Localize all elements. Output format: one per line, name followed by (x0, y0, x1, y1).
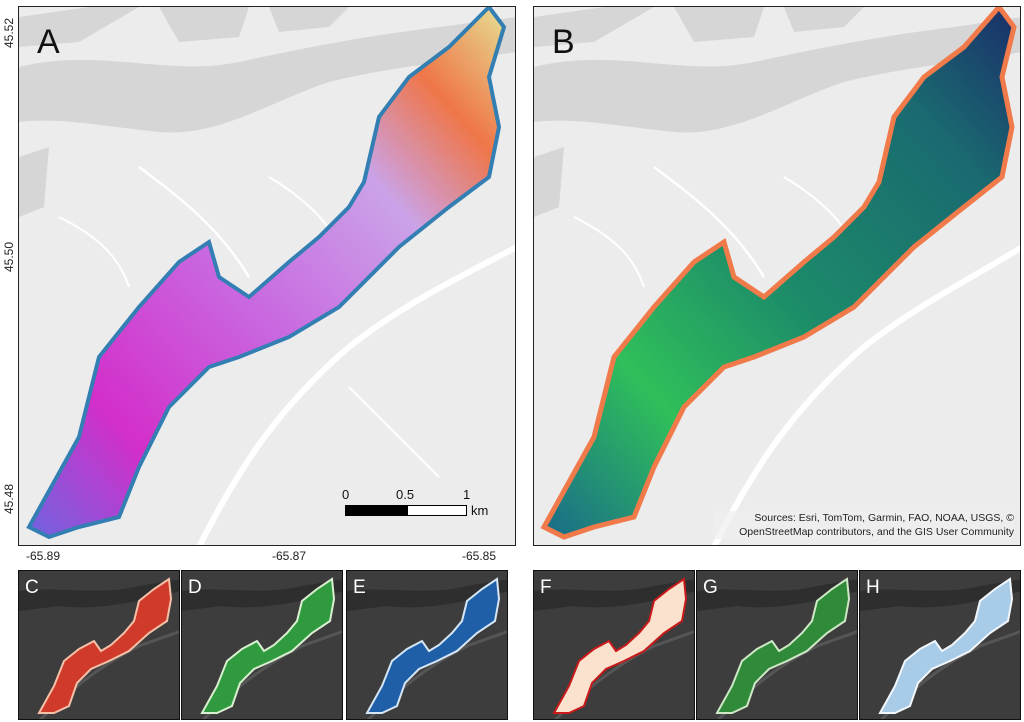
thumbnail-panel-g: G (696, 570, 858, 720)
thumbnail-label-e: E (353, 577, 366, 598)
thumbnail-map-f (534, 577, 694, 719)
thumbnail-map-h (860, 577, 1020, 719)
panel-a-basemap (19, 7, 515, 545)
thumbnail-panel-d: D (181, 570, 343, 720)
panel-b-label: B (552, 23, 575, 61)
thumbnail-label-h: H (866, 577, 880, 598)
scale-bar-black-segment (345, 505, 409, 516)
scale-bar: 0 0.5 1 km (341, 487, 501, 527)
scale-bar-white-segment (407, 505, 467, 516)
panel-a-map: A 0 0.5 1 km (18, 6, 516, 546)
lat-tick-45-52: 45.52 (2, 17, 16, 48)
panel-a-label: A (37, 23, 60, 61)
thumbnail-label-d: D (188, 577, 202, 598)
panel-b-map: B Sources: Esri, TomTom, Garmin, FAO, NO… (533, 6, 1021, 546)
thumbnail-map-g (697, 577, 857, 719)
thumbnail-map-c (19, 577, 179, 719)
thumbnail-label-g: G (703, 577, 718, 598)
lat-tick-45-50: 45.50 (2, 241, 16, 272)
scale-tick-1: 1 (463, 487, 471, 502)
thumbnail-panel-c: C (18, 570, 180, 720)
thumbnail-map-d (182, 577, 342, 719)
scale-unit: km (471, 503, 489, 518)
thumbnail-panel-e: E (346, 570, 508, 720)
thumbnail-label-c: C (25, 577, 39, 598)
scale-tick-05: 0.5 (396, 487, 415, 502)
attribution-line-2: OpenStreetMap contributors, and the GIS … (739, 526, 1014, 538)
map-attribution: Sources: Esri, TomTom, Garmin, FAO, NOAA… (714, 511, 1014, 539)
lon-tick-65-85: -65.85 (462, 549, 497, 563)
thumbnail-panel-f: F (533, 570, 695, 720)
panel-b-basemap (534, 7, 1020, 545)
thumbnail-label-f: F (540, 577, 552, 598)
attribution-line-1: Sources: Esri, TomTom, Garmin, FAO, NOAA… (754, 512, 1014, 524)
thumbnail-panel-h: H (859, 570, 1021, 720)
lon-tick-65-89: -65.89 (26, 549, 61, 563)
lat-tick-45-48: 45.48 (2, 483, 16, 514)
scale-tick-0: 0 (342, 487, 350, 502)
thumbnail-map-e (347, 577, 507, 719)
lon-tick-65-87: -65.87 (272, 549, 307, 563)
